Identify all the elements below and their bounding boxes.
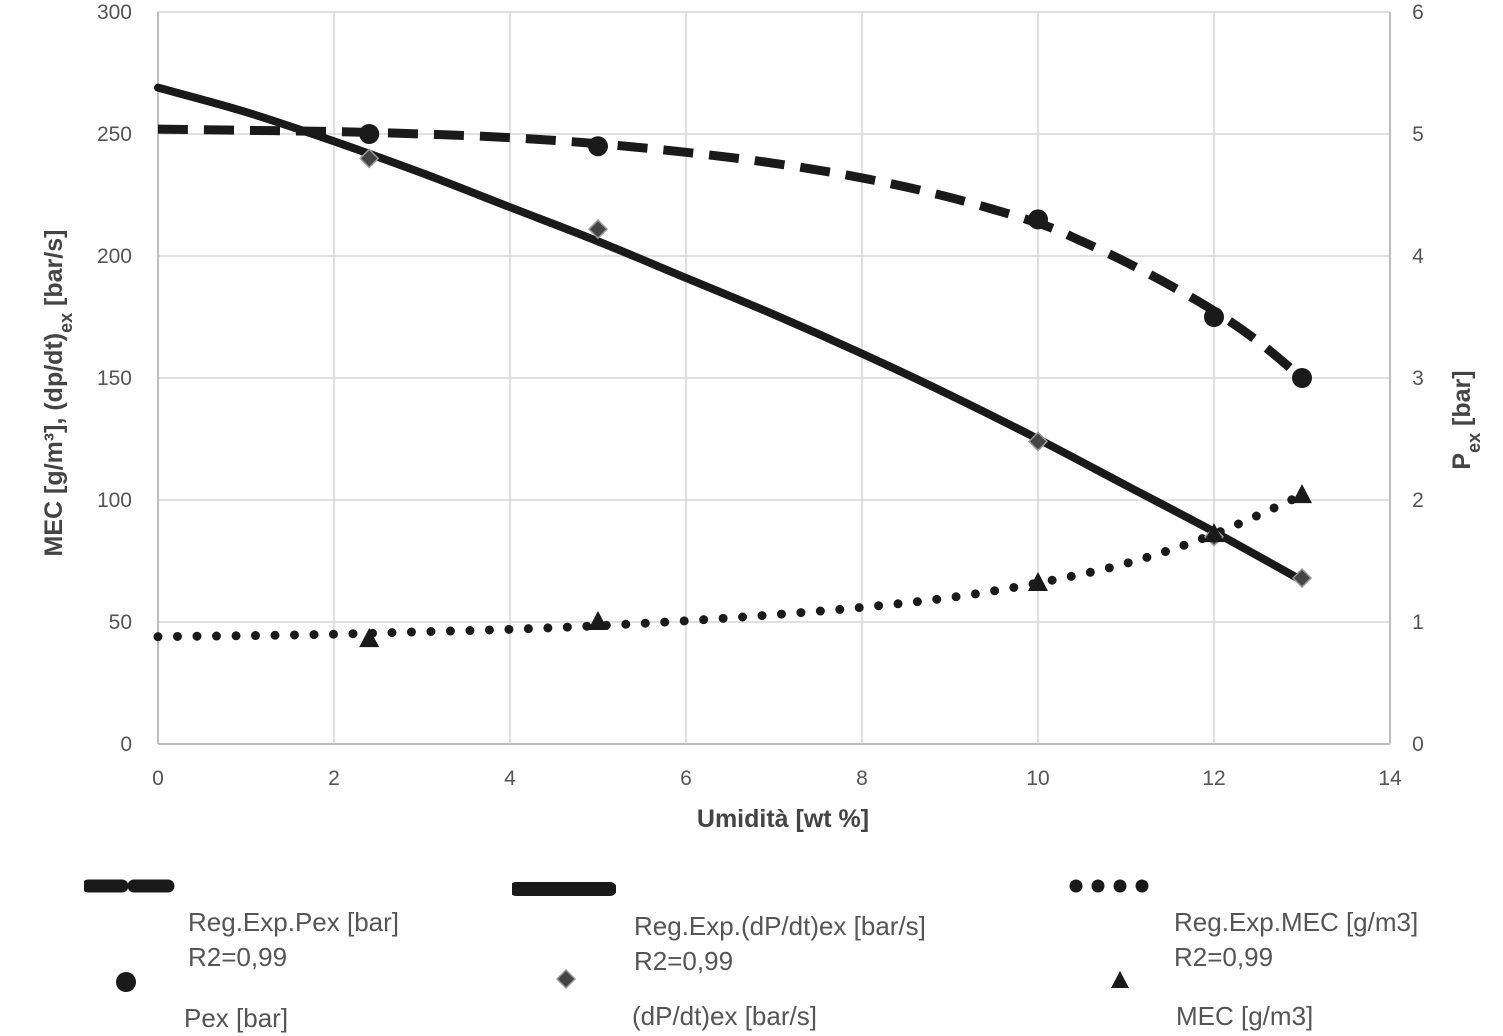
y-right-tick-label: 3 — [1412, 367, 1424, 390]
y-right-tick-label: 0 — [1412, 733, 1424, 756]
legend: Reg.Exp.Pex [bar] R2=0,99 Reg.Exp.(dP/dt)… — [0, 860, 1503, 1033]
series-layer — [153, 83, 1307, 642]
dpdt-point — [1027, 431, 1049, 452]
y-left-tick-label: 250 — [97, 123, 132, 146]
y-right-tick-label: 1 — [1412, 611, 1424, 634]
dpdt-point — [1291, 568, 1313, 589]
solid-line-swatch — [512, 882, 616, 896]
mec-point — [588, 611, 608, 630]
pex-point — [1028, 209, 1048, 230]
y-right-tick-label: 6 — [1412, 1, 1424, 24]
x-tick-label: 14 — [1378, 767, 1402, 790]
x-tick-label: 6 — [680, 767, 692, 790]
y-left-tick-label: 150 — [97, 367, 132, 390]
legend-label: Reg.Exp.(dP/dt)ex [bar/s] R2=0,99 — [634, 911, 926, 976]
dotted-line-swatch — [1069, 879, 1162, 893]
x-tick-label: 4 — [504, 767, 516, 790]
mec-point — [1292, 484, 1312, 504]
x-axis-title: Umidità [wt %] — [697, 805, 869, 833]
pex-point — [588, 136, 608, 157]
dashed-line-swatch — [84, 879, 184, 893]
dpdt-point — [587, 219, 609, 240]
y-right-tick-label: 2 — [1412, 489, 1424, 512]
y-right-tick-label: 5 — [1412, 123, 1424, 146]
legend-label: (dP/dt)ex [bar/s] — [632, 1001, 817, 1031]
y-left-tick-label: 50 — [109, 611, 132, 634]
legend-item-reg-pex: Reg.Exp.Pex [bar] R2=0,99 — [84, 870, 399, 975]
y-left-tick-label: 0 — [120, 733, 132, 756]
y-axis-title-left: MEC [g/m³], (dp/dt)ex [bar/s] — [40, 230, 76, 557]
legend-label: Reg.Exp.MEC [g/m3] R2=0,99 — [1174, 907, 1419, 972]
legend-item-pex: Pex [bar] — [108, 966, 288, 1036]
mec-point — [1028, 571, 1048, 591]
y-right-tick-label: 4 — [1412, 245, 1424, 268]
legend-label: Pex [bar] — [184, 1003, 289, 1033]
series-line-1 — [154, 83, 1306, 585]
diamond-marker-swatch — [555, 968, 577, 990]
mec-point — [359, 628, 380, 648]
grid — [157, 11, 1391, 745]
pex-point — [1204, 307, 1224, 327]
legend-item-mec: MEC [g/m3] — [1100, 964, 1313, 1034]
pex-point — [1292, 368, 1312, 388]
y-left-tick-label: 200 — [97, 245, 132, 268]
mec-point — [1204, 523, 1224, 543]
x-tick-label: 10 — [1026, 767, 1049, 790]
y-left-tick-label: 300 — [97, 1, 132, 24]
marker-layer — [359, 124, 1313, 648]
legend-label: MEC [g/m3] — [1176, 1001, 1314, 1031]
x-tick-label: 0 — [152, 767, 164, 790]
dpdt-point — [359, 148, 380, 169]
circle-marker-swatch — [116, 972, 136, 992]
legend-item-dpdt: (dP/dt)ex [bar/s] — [548, 964, 817, 1034]
legend-item-reg-dpdt: Reg.Exp.(dP/dt)ex [bar/s] R2=0,99 — [512, 874, 926, 979]
x-tick-label: 8 — [856, 767, 868, 790]
series-line-0 — [157, 124, 1305, 382]
x-tick-label: 2 — [328, 767, 340, 790]
y-left-tick-label: 100 — [97, 489, 132, 512]
legend-label: Reg.Exp.Pex [bar] R2=0,99 — [188, 907, 399, 972]
x-tick-label: 12 — [1202, 767, 1225, 790]
y-axis-title-right: Pex [bar] — [1448, 370, 1484, 469]
pex-point — [359, 124, 380, 144]
triangle-marker-swatch — [1111, 971, 1129, 988]
series-line-2 — [153, 490, 1307, 642]
legend-item-reg-mec: Reg.Exp.MEC [g/m3] R2=0,99 — [1066, 870, 1418, 975]
